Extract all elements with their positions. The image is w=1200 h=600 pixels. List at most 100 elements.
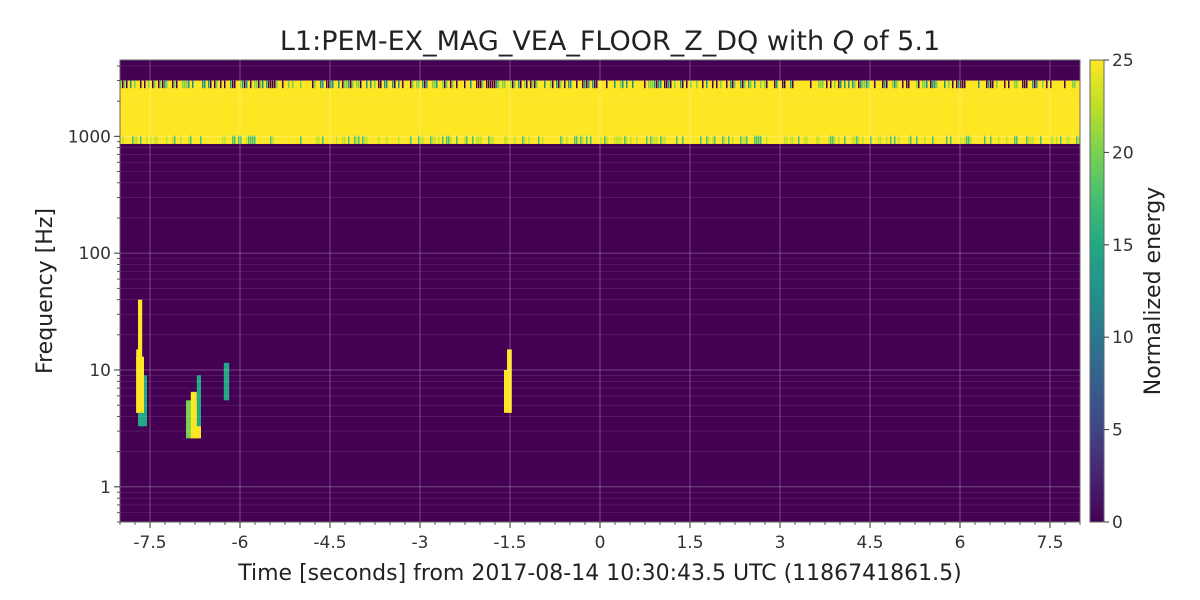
band-stripe bbox=[790, 80, 792, 89]
band-stripe bbox=[140, 80, 142, 89]
y-axis: 1 10 100 1000 bbox=[68, 65, 120, 523]
band-stripe bbox=[444, 80, 446, 89]
band-stripe bbox=[862, 135, 864, 144]
band-stripe bbox=[660, 80, 662, 89]
band-stripe bbox=[456, 135, 458, 144]
band-stripe bbox=[594, 80, 596, 89]
grid-layer bbox=[120, 60, 1080, 523]
band-stripe bbox=[742, 135, 744, 144]
band-stripe bbox=[632, 80, 634, 89]
band-stripe bbox=[160, 80, 162, 89]
band-stripe bbox=[300, 80, 302, 89]
band-stripe bbox=[1050, 135, 1052, 144]
band-stripe bbox=[320, 80, 322, 89]
band-stripe bbox=[422, 80, 424, 89]
band-stripe bbox=[250, 135, 252, 144]
band-stripe bbox=[650, 135, 652, 144]
band-stripe bbox=[652, 135, 654, 144]
band-stripe bbox=[486, 80, 488, 89]
band-stripe bbox=[656, 135, 658, 144]
band-stripe bbox=[1056, 135, 1058, 144]
band-stripe bbox=[748, 80, 750, 89]
band-stripe bbox=[234, 80, 236, 89]
band-stripe bbox=[154, 80, 156, 89]
band-stripe bbox=[830, 80, 832, 89]
band-stripe bbox=[834, 80, 836, 89]
band-stripe bbox=[356, 135, 358, 144]
band-stripe bbox=[750, 80, 752, 89]
band-stripe bbox=[338, 80, 340, 89]
band-stripe bbox=[518, 80, 520, 89]
band-stripe bbox=[1028, 135, 1030, 144]
band-stripe bbox=[162, 80, 164, 89]
band-stripe bbox=[978, 80, 980, 89]
band-stripe bbox=[656, 80, 658, 89]
band-stripe bbox=[556, 80, 558, 89]
band-stripe bbox=[666, 80, 668, 89]
band-stripe bbox=[576, 80, 578, 89]
band-stripe bbox=[936, 80, 938, 89]
band-stripe bbox=[224, 135, 226, 144]
y-tick-label: 100 bbox=[79, 244, 111, 264]
band-stripe bbox=[522, 135, 524, 144]
band-stripe bbox=[630, 135, 632, 144]
band-stripe bbox=[492, 135, 494, 144]
band-stripe bbox=[734, 80, 736, 89]
band-stripe bbox=[134, 135, 136, 144]
band-stripe bbox=[558, 80, 560, 89]
band-stripe bbox=[586, 135, 588, 144]
band-stripe bbox=[820, 80, 822, 89]
band-stripe bbox=[840, 80, 842, 89]
band-stripe bbox=[662, 135, 664, 144]
band-stripe bbox=[1036, 80, 1038, 89]
band-stripe bbox=[254, 80, 256, 89]
band-stripe bbox=[996, 80, 998, 89]
band-stripe bbox=[124, 80, 126, 89]
band-stripe bbox=[946, 135, 948, 144]
band-stripe bbox=[510, 80, 512, 89]
band-stripe bbox=[1016, 80, 1018, 89]
band-stripe bbox=[234, 135, 236, 144]
band-stripe bbox=[208, 80, 210, 89]
band-stripe bbox=[964, 80, 966, 89]
band-stripe bbox=[426, 80, 428, 89]
band-stripe bbox=[806, 135, 808, 144]
x-tick-label: 6 bbox=[955, 533, 966, 553]
band-stripe bbox=[528, 135, 530, 144]
band-stripe bbox=[1052, 135, 1054, 144]
band-stripe bbox=[398, 80, 400, 89]
band-stripe bbox=[538, 135, 540, 144]
band-stripe bbox=[502, 80, 504, 89]
band-stripe bbox=[476, 135, 478, 144]
band-stripe bbox=[786, 135, 788, 144]
band-stripe bbox=[984, 135, 986, 144]
band-stripe bbox=[658, 80, 660, 89]
band-stripe bbox=[384, 80, 386, 89]
band-stripe bbox=[1024, 80, 1026, 89]
band-stripe bbox=[784, 135, 786, 144]
band-stripe bbox=[494, 80, 496, 89]
band-stripe bbox=[422, 135, 424, 144]
band-stripe bbox=[438, 135, 440, 144]
band-stripe bbox=[858, 80, 860, 89]
energy-band bbox=[120, 80, 1080, 144]
x-tick-label: 1.5 bbox=[676, 533, 703, 553]
band-stripe bbox=[828, 135, 830, 144]
band-stripe bbox=[136, 135, 138, 144]
band-stripe bbox=[758, 135, 760, 144]
band-stripe bbox=[378, 80, 380, 89]
band-stripe bbox=[616, 135, 618, 144]
band-stripe bbox=[622, 80, 624, 89]
band-stripe bbox=[292, 80, 294, 89]
band-stripe bbox=[172, 80, 174, 89]
band-stripe bbox=[830, 135, 832, 144]
band-stripe bbox=[988, 80, 990, 89]
band-stripe bbox=[544, 80, 546, 89]
band-stripe bbox=[834, 135, 836, 144]
band-stripe bbox=[332, 80, 334, 89]
x-axis: -7.5 -6 -4.5 -3 -1.5 0 1.5 3 4.5 6 7.5 bbox=[119, 522, 1081, 553]
band-stripe bbox=[1034, 80, 1036, 89]
band-stripe bbox=[696, 80, 698, 89]
band-stripe bbox=[722, 135, 724, 144]
band-stripe bbox=[676, 135, 678, 144]
